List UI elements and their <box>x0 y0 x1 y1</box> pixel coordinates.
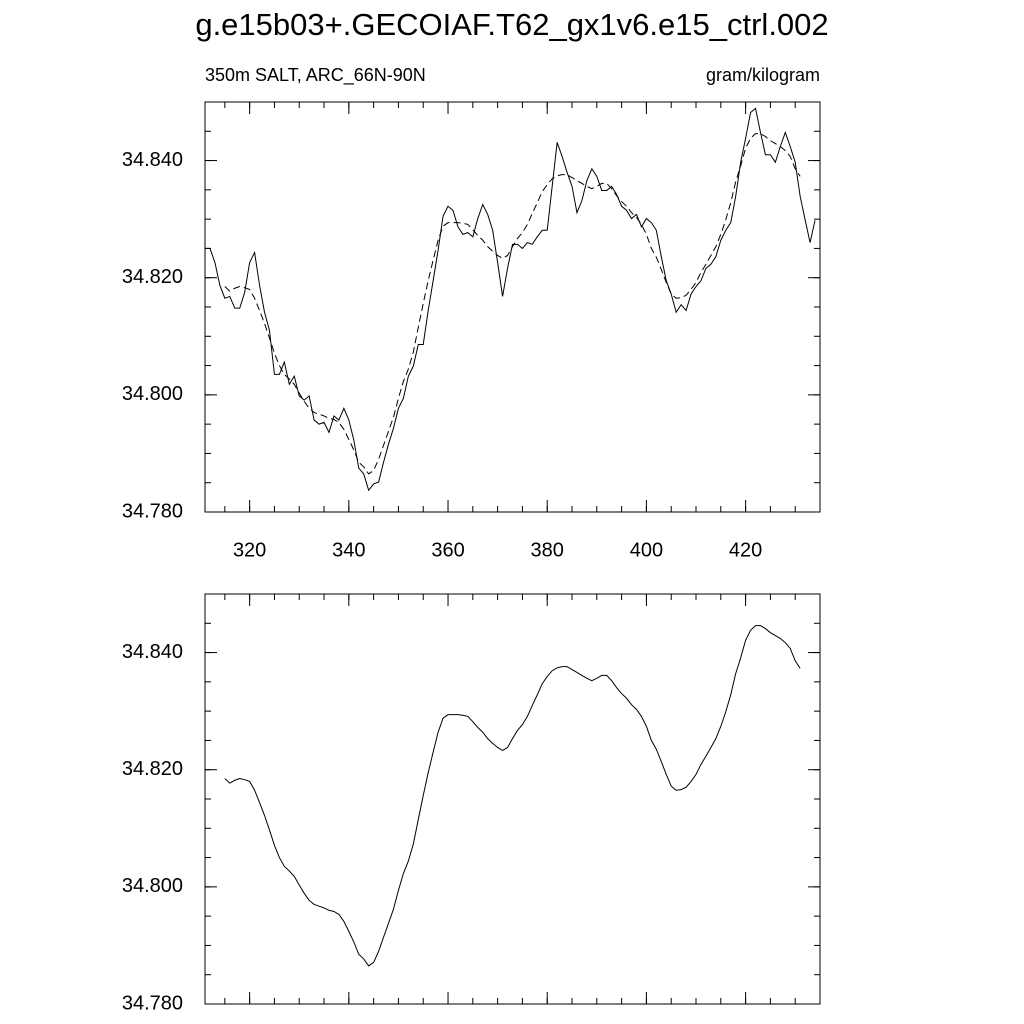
x-tick-label: 360 <box>431 539 464 561</box>
y-tick-label: 34.820 <box>122 758 183 780</box>
x-tick-label: 380 <box>531 539 564 561</box>
right-label: gram/kilogram <box>706 65 820 85</box>
chart-title: g.e15b03+.GECOIAF.T62_gx1v6.e15_ctrl.002 <box>195 7 828 42</box>
x-tick-label: 400 <box>630 539 663 561</box>
data-line <box>224 133 801 475</box>
y-tick-label: 34.840 <box>122 641 183 663</box>
x-tick-label: 420 <box>729 539 762 561</box>
y-tick-label: 34.840 <box>122 149 183 171</box>
plot-frame <box>204 101 821 513</box>
y-tick-label: 34.800 <box>122 383 183 405</box>
x-tick-label: 320 <box>233 539 266 561</box>
y-tick-label: 34.780 <box>122 500 183 522</box>
y-tick-label: 34.800 <box>122 875 183 897</box>
plot-frame <box>204 593 821 1005</box>
left-label: 350m SALT, ARC_66N-90N <box>205 65 426 86</box>
data-line <box>205 107 816 492</box>
x-tick-label: 340 <box>332 539 365 561</box>
data-line <box>224 625 801 967</box>
y-tick-label: 34.820 <box>122 266 183 288</box>
y-tick-label: 34.780 <box>122 992 183 1014</box>
